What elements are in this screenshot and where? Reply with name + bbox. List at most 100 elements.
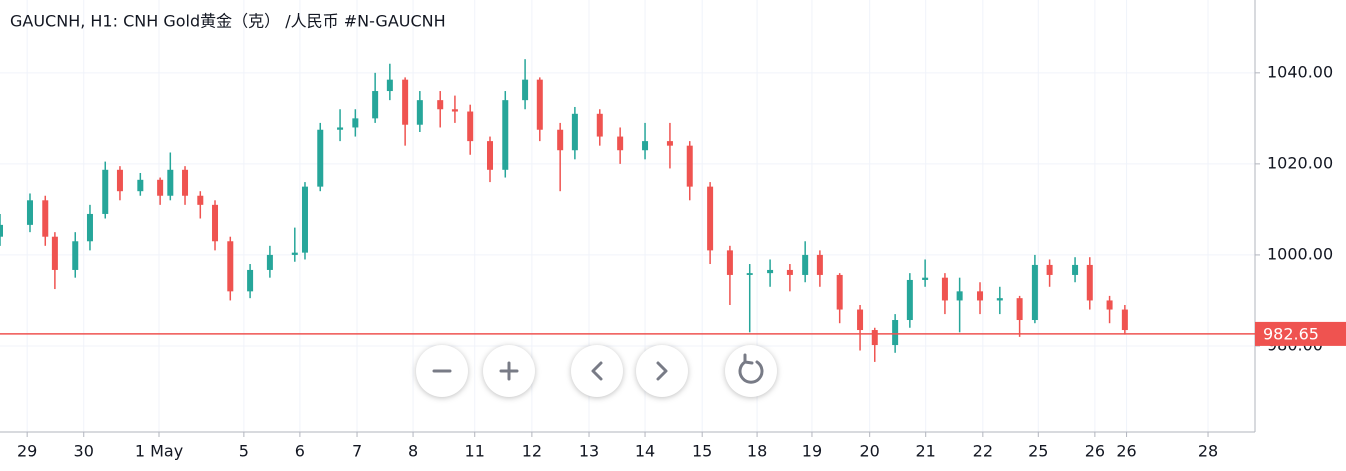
- x-tick-label: 25: [1028, 442, 1048, 461]
- candle-body: [1121, 309, 1128, 331]
- candle-body: [182, 169, 189, 196]
- x-tick-label: 1 May: [135, 442, 183, 461]
- candle-body: [871, 330, 878, 346]
- candle-body: [51, 236, 58, 270]
- candle-body: [227, 241, 234, 292]
- candles: [0, 59, 1128, 362]
- x-tick-label: 18: [747, 442, 767, 461]
- candle-body: [72, 241, 79, 270]
- x-tick-label: 5: [239, 442, 249, 461]
- last-price-label: 982.65: [1263, 324, 1319, 343]
- zoom-controls: [416, 345, 777, 397]
- x-tick-label: 26: [1116, 442, 1136, 461]
- y-tick-label: 1020.00: [1267, 153, 1333, 172]
- x-tick-label: 8: [408, 442, 418, 461]
- candle-body: [557, 129, 564, 151]
- candle-body: [1031, 264, 1038, 321]
- candle-body: [301, 186, 308, 253]
- x-tick-label: 19: [802, 442, 822, 461]
- candle-body: [467, 111, 474, 142]
- zoom-out-button[interactable]: [416, 345, 468, 397]
- candle-body: [167, 169, 174, 196]
- candle-body: [522, 79, 529, 101]
- candle-body: [666, 141, 673, 146]
- candle-body: [746, 273, 753, 275]
- candle-body: [247, 269, 254, 292]
- zoom-in-button[interactable]: [483, 345, 535, 397]
- candle-body: [26, 200, 33, 225]
- x-tick-label: 12: [522, 442, 542, 461]
- candle-body: [266, 254, 273, 270]
- candle-body: [437, 100, 444, 110]
- candle-body: [707, 186, 714, 251]
- last-price-box: [1255, 321, 1346, 346]
- candle-body: [617, 136, 624, 151]
- candle-body: [502, 100, 509, 170]
- candle-body: [941, 277, 948, 301]
- reset-button[interactable]: [725, 345, 777, 397]
- x-tick-label: 15: [692, 442, 712, 461]
- candle-body: [317, 129, 324, 187]
- candle-body: [86, 213, 93, 242]
- candle-body: [906, 279, 913, 321]
- candle-body: [767, 269, 774, 274]
- candle-body: [337, 127, 344, 130]
- chart-title: GAUCNH, H1: CNH Gold黄金（克） /人民币 #N-GAUCNH: [10, 12, 446, 31]
- candle-body: [1016, 298, 1023, 321]
- candle-body: [726, 250, 733, 275]
- candle-body: [372, 91, 379, 119]
- x-tick-label: 7: [352, 442, 362, 461]
- candle-body: [892, 320, 899, 346]
- candle-body: [642, 141, 649, 151]
- x-tick-label: 6: [295, 442, 305, 461]
- x-tick-label: 13: [579, 442, 599, 461]
- x-tick-label: 21: [916, 442, 936, 461]
- candle-body: [0, 224, 3, 237]
- candle-body: [571, 113, 578, 151]
- candle-body: [816, 254, 823, 275]
- scroll-left-button[interactable]: [571, 345, 623, 397]
- candle-body: [1106, 300, 1113, 310]
- x-tick-label: 22: [973, 442, 993, 461]
- y-tick-label: 1040.00: [1267, 62, 1333, 81]
- candle-body: [1086, 264, 1093, 301]
- candle-body: [402, 79, 409, 125]
- candle-body: [451, 109, 458, 112]
- x-tick-label: 28: [1198, 442, 1218, 461]
- candle-body: [956, 291, 963, 301]
- x-tick-label: 26: [1085, 442, 1105, 461]
- y-tick-label: 1000.00: [1267, 244, 1333, 263]
- candle-body: [1072, 264, 1079, 275]
- x-tick-label: 11: [465, 442, 485, 461]
- candle-body: [596, 113, 603, 137]
- candle-body: [137, 179, 144, 192]
- candle-body: [836, 274, 843, 310]
- candle-body: [212, 204, 219, 242]
- grid: [0, 0, 1255, 432]
- candle-body: [786, 269, 793, 275]
- scroll-right-button[interactable]: [636, 345, 688, 397]
- candle-body: [922, 277, 929, 280]
- candle-body: [416, 100, 423, 125]
- candle-body: [686, 145, 693, 187]
- x-tick-label: 29: [17, 442, 37, 461]
- candle-body: [116, 169, 123, 192]
- candle-body: [487, 141, 494, 170]
- candle-body: [977, 291, 984, 301]
- candle-body: [102, 169, 109, 214]
- candle-body: [42, 200, 49, 237]
- candle-body: [536, 79, 543, 130]
- candle-body: [197, 195, 204, 205]
- candle-body: [1046, 264, 1053, 275]
- candle-body: [857, 309, 864, 331]
- candle-body: [802, 254, 809, 275]
- x-tick-label: 30: [74, 442, 94, 461]
- candle-body: [157, 179, 164, 196]
- x-tick-label: 20: [859, 442, 879, 461]
- candle-body: [996, 298, 1003, 301]
- candle-body: [291, 252, 298, 255]
- x-tick-label: 14: [635, 442, 655, 461]
- candle-body: [386, 79, 393, 92]
- candle-body: [352, 118, 359, 128]
